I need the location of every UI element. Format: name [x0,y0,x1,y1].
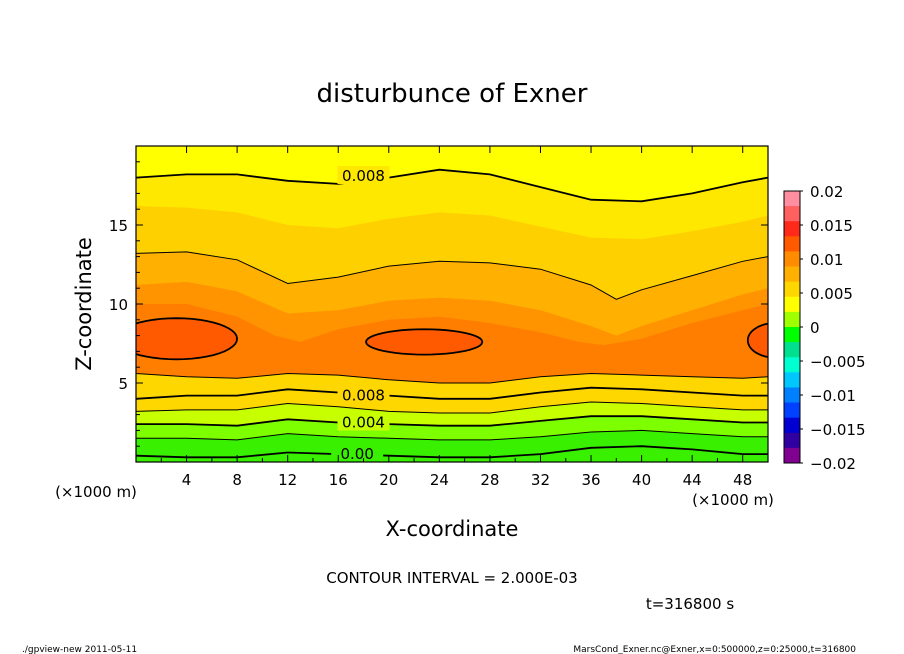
contour-label-bg [337,166,390,185]
x-axis-ticks: 4 8 12 16 20 24 28 32 36 40 44 48 [160,146,752,489]
colorbar-swatch [784,432,800,449]
colorbar-swatch [784,402,800,419]
y-tick-label: 5 [118,375,128,393]
colorbar-label: −0.01 [810,387,856,405]
contour-line-0.000-lower [136,445,768,459]
contour-label-bg [331,444,384,463]
colorbar-swatch [784,417,800,434]
contour-interval: CONTOUR INTERVAL = 2.000E-03 [326,569,577,587]
field-max-left [136,318,238,360]
contour-line-0.010-upper [136,251,768,300]
colorbar-swatch [784,236,800,252]
colorbar-swatch [784,372,800,388]
colorbar-swatch [784,447,800,464]
colorbar-swatch [784,191,800,207]
x-tick-label: 36 [581,471,600,489]
contour-label: 0.008 [342,167,385,185]
contour-line-0.012-right [746,322,768,358]
contour-labels: 0.008 0.008 0.004 0.00 [331,166,390,463]
x-tick-label: 28 [480,471,499,489]
contour-line-0.012-left [136,317,239,361]
x-tick-label: 8 [232,471,242,489]
x-axis-label: X-coordinate [386,517,519,541]
colorbar-label: −0.02 [810,455,856,473]
colorbar-label: −0.005 [810,353,866,371]
contour-line-0.010-lower [136,372,768,384]
colorbar-label: −0.015 [810,421,866,439]
time-label: t=316800 s [646,595,734,613]
y-axis-label: Z-coordinate [72,237,96,371]
x-tick-label: 24 [430,471,449,489]
x-unit-label-left: (×1000 m) [55,483,137,501]
colorbar-label: 0.015 [810,217,853,235]
colorbar-labels: 0.02 0.015 0.01 0.005 0 −0.005 −0.01 −0.015 −0.0… [800,183,866,473]
x-tick-label: 32 [531,471,550,489]
contour-line-0.008-upper [136,168,768,203]
footer-left: ./gpview-new 2011-05-11 [22,645,137,654]
contour-label: 0.004 [342,414,385,432]
y-tick-label: 10 [109,296,128,314]
x-tick-label: 48 [733,471,752,489]
colorbar-label: 0.005 [810,285,853,303]
colorbar-swatch [784,357,800,373]
colorbar-label: 0.01 [810,251,843,269]
colorbar-swatch [784,221,800,237]
chart-title: disturbunce of Exner [317,79,588,109]
contour-line-0.002-lower [136,429,768,441]
x-unit-label-right: (×1000 m) [692,491,774,509]
x-tick-label: 12 [278,471,297,489]
colorbar [783,190,801,464]
colorbar-swatch [784,206,800,222]
contour-line-0.004-lower [136,415,768,427]
colorbar-swatch [784,387,800,404]
contour-label-bg [337,385,390,404]
colorbar-label: 0.02 [810,183,843,201]
colorbar-swatch [784,327,800,343]
colorbar-swatch [784,266,800,283]
field-band-bright-green [136,430,768,462]
x-tick-label: 16 [329,471,348,489]
colorbar-swatch [784,342,800,358]
colorbar-label: 0 [810,319,820,337]
y-axis-ticks: 5 10 15 [109,161,768,447]
field-max-center [366,329,483,355]
x-tick-label: 40 [632,471,651,489]
colorbar-swatch [784,296,800,313]
field-max-right [747,323,768,358]
contour-line-0.012-center [365,328,484,356]
contour-label-bg [337,412,390,431]
colorbar-swatch [784,311,800,328]
x-tick-label: 20 [379,471,398,489]
contour-line-0.006-lower [136,401,768,414]
contour-label: 0.008 [342,387,385,405]
x-tick-label: 4 [182,471,192,489]
x-tick-label: 44 [683,471,702,489]
contour-line-0.008-lower [136,386,768,400]
contour-field [136,146,768,462]
contour-label: 0.00 [340,445,373,463]
y-tick-label: 15 [109,217,128,235]
colorbar-swatch [784,281,800,298]
footer-right: MarsCond_Exner.nc@Exner,x=0:500000,z=0:2… [573,645,856,654]
colorbar-swatch [784,251,800,268]
